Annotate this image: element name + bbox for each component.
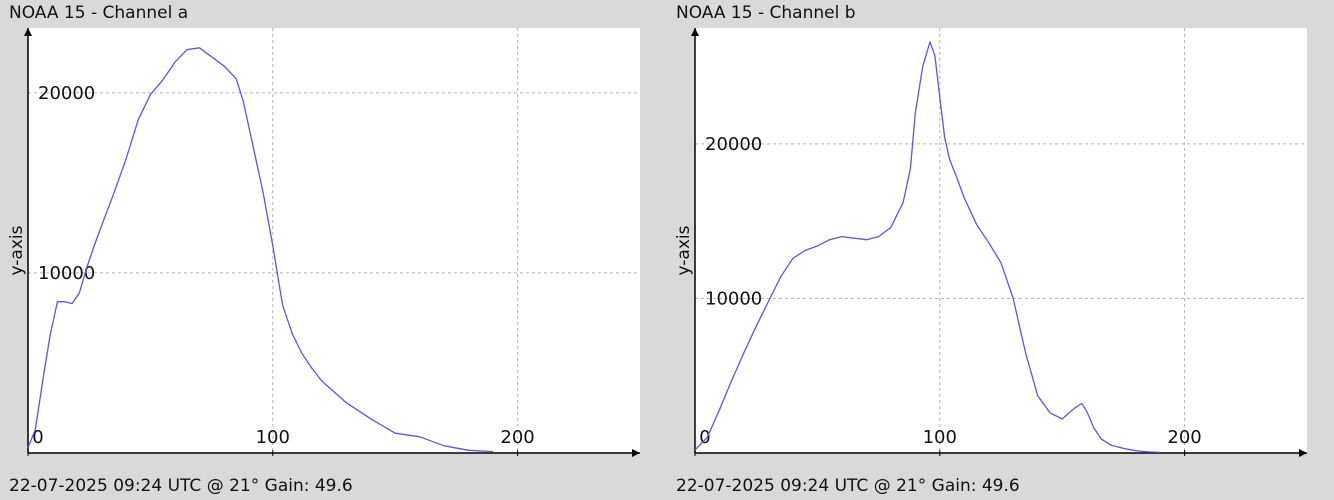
chart-plot: 0 100 200 10000 20000 y-axis [7,28,640,457]
chart-title: NOAA 15 - Channel a [9,3,189,23]
x-axis-arrow [1299,449,1307,457]
series-line [27,47,494,453]
y-axis-label: y-axis [674,225,694,275]
y-axis-arrow [24,28,32,36]
x-tick-label: 200 [500,427,534,448]
chart-title: NOAA 15 - Channel b [676,3,856,23]
y-tick-label: 10000 [38,263,95,284]
y-axis-label: y-axis [7,225,27,275]
chart-panel-channel-b: NOAA 15 - Channel b 0 100 200 10000 20000 y-a… [667,0,1334,500]
chart-footer: 22-07-2025 09:24 UTC @ 21° Gain: 49.6 [676,476,1020,496]
chart-footer: 22-07-2025 09:24 UTC @ 21° Gain: 49.6 [9,476,353,496]
x-tick-label: 100 [256,427,290,448]
y-tick-label: 20000 [38,83,95,104]
x-axis-arrow [632,449,640,457]
x-tick-label: 200 [1167,427,1201,448]
plot-area [28,28,640,453]
x-tick-label: 100 [923,427,957,448]
series-line [694,41,1161,454]
y-tick-label: 20000 [705,134,762,155]
y-tick-label: 10000 [705,288,762,309]
chart-plot: 0 100 200 10000 20000 y-axis [674,28,1307,457]
plot-area [695,28,1307,453]
y-axis-arrow [691,28,699,36]
x-tick-label: 0 [32,427,43,448]
x-tick-label: 0 [699,427,710,448]
chart-panel-channel-a: NOAA 15 - Channel a 0 100 200 10000 20000 y-a… [7,3,640,496]
